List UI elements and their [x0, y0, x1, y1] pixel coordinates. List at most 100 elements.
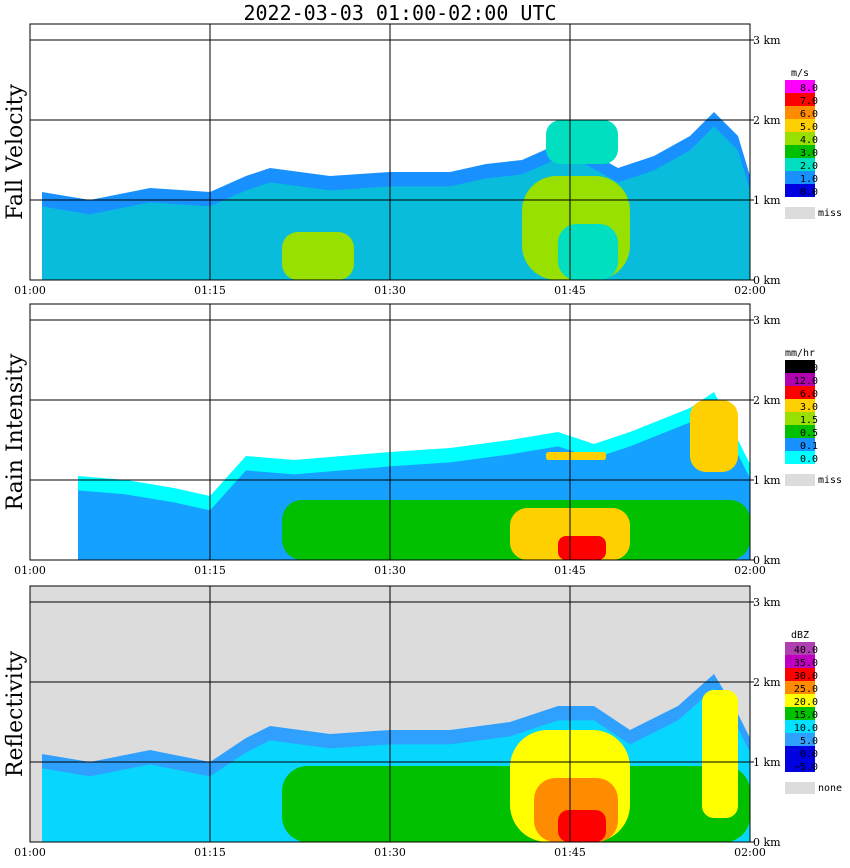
- panel2-time-tick-3: 01:45: [554, 564, 586, 577]
- panel1-axis-label: Fall Velocity: [3, 84, 28, 220]
- panel3-colorbar-label-5: 20.0: [794, 697, 818, 708]
- panel2-colorbar-label-1: 48.0: [794, 363, 818, 374]
- panel1-km-tick-2: 2 km: [753, 114, 781, 127]
- panel1-feature-3: [558, 224, 618, 280]
- panel1-colorbar-swatch-1: [785, 80, 815, 93]
- panel1-time-tick-3: 01:45: [554, 284, 586, 297]
- panel1-colorbar-label-1: 8.0: [800, 83, 818, 94]
- panel2-time-tick-2: 01:30: [374, 564, 406, 577]
- panel3-colorbar-label-4: 25.0: [794, 684, 818, 695]
- panel1-colorbar-label-7: 2.0: [800, 161, 818, 172]
- panel2-colorbar-label-6: 0.5: [800, 428, 818, 439]
- panel2-km-tick-2: 2 km: [753, 394, 781, 407]
- panel2-time-tick-1: 01:15: [194, 564, 226, 577]
- panel3-km-tick-0: 0 km: [753, 836, 781, 849]
- panel3-colorbar-missing-label: none: [818, 783, 842, 794]
- panel2-feature-5: [546, 452, 606, 460]
- panel2-feature-3: [558, 536, 606, 560]
- panel1-time-tick-0: 01:00: [14, 284, 46, 297]
- panel1-km-tick-3: 3 km: [753, 34, 781, 47]
- panel2-colorbar-label-7: 0.1: [800, 441, 818, 452]
- panel1-colorbar-missing-swatch: [785, 207, 815, 219]
- panel3-axis-label: Reflectivity: [3, 650, 28, 777]
- panel2-frame: [29, 303, 751, 561]
- panel2-colorbar-swatch-8: [785, 451, 815, 464]
- panel3-colorbar-swatch-10: [785, 759, 815, 772]
- panel3-colorbar-swatch-1: [785, 642, 815, 655]
- panel1-time-tick-4: 02:00: [734, 284, 766, 297]
- panel2-colorbar-swatch-6: [785, 425, 815, 438]
- panel1-colorbar-label-4: 5.0: [800, 122, 818, 133]
- panel3-colorbar-label-9: 0.0: [800, 749, 818, 760]
- panel3-colorbar-swatch-5: [785, 694, 815, 707]
- panel2-colorbar-missing-swatch: [785, 474, 815, 486]
- panel1-colorbar-swatch-8: [785, 171, 815, 184]
- panel2-colorbar-swatch-1: [785, 360, 815, 373]
- panel1-feature-1: [282, 232, 354, 280]
- panel2-km-tick-0: 0 km: [753, 554, 781, 567]
- panel1-colorbar-swatch-9: [785, 184, 815, 197]
- panel3-time-tick-3: 01:45: [554, 846, 586, 859]
- panel2-axis-label: Rain Intensity: [3, 353, 28, 510]
- panel3-colorbar-unit: dBZ: [791, 630, 809, 641]
- panel1-colorbar-swatch-2: [785, 93, 815, 106]
- panel2-colorbar-label-3: 6.0: [800, 389, 818, 400]
- panel2-km-tick-1: 1 km: [753, 474, 781, 487]
- panel3-colorbar-label-3: 30.0: [794, 671, 818, 682]
- panel1-time-tick-1: 01:15: [194, 284, 226, 297]
- panel1-colorbar-label-6: 3.0: [800, 148, 818, 159]
- panel1-colorbar-label-5: 4.0: [800, 135, 818, 146]
- panel2-time-tick-0: 01:00: [14, 564, 46, 577]
- panel3-colorbar-label-7: 10.0: [794, 723, 818, 734]
- panel3-colorbar-missing-swatch: [785, 782, 815, 794]
- panel3-feature-4: [558, 810, 606, 842]
- panel1-km-tick-1: 1 km: [753, 194, 781, 207]
- panel3-colorbar-swatch-8: [785, 733, 815, 746]
- panel1-colorbar-swatch-5: [785, 132, 815, 145]
- panel3-colorbar-swatch-9: [785, 746, 815, 759]
- panel1-colorbar-label-8: 1.0: [800, 174, 818, 185]
- panel3-colorbar-swatch-3: [785, 668, 815, 681]
- panel2-colorbar-swatch-5: [785, 412, 815, 425]
- panel1-km-tick-0: 0 km: [753, 274, 781, 287]
- panel2-colorbar-label-4: 3.0: [800, 402, 818, 413]
- panel3-time-tick-0: 01:00: [14, 846, 46, 859]
- panel3-colorbar-label-6: 15.0: [794, 710, 818, 721]
- panel3-km-tick-1: 1 km: [753, 756, 781, 769]
- panel2-feature-4: [690, 400, 738, 472]
- panel1-feature-4: [546, 120, 618, 164]
- panel3-colorbar-swatch-2: [785, 655, 815, 668]
- panel3-colorbar-label-10: −5.0: [794, 762, 818, 773]
- panel1-colorbar-label-2: 7.0: [800, 96, 818, 107]
- panel2-time-tick-4: 02:00: [734, 564, 766, 577]
- panel3-colorbar-swatch-7: [785, 720, 815, 733]
- panel3-time-tick-2: 01:30: [374, 846, 406, 859]
- panel2-colorbar-missing-label: miss: [818, 475, 842, 486]
- panel1-colorbar-label-9: 0.0: [800, 187, 818, 198]
- chart-title: 2022-03-03 01:00-02:00 UTC: [243, 1, 557, 25]
- panel1-colorbar-missing-label: miss: [818, 208, 842, 219]
- panel3-colorbar-swatch-4: [785, 681, 815, 694]
- panel1-colorbar-swatch-4: [785, 119, 815, 132]
- panel2-colorbar-swatch-7: [785, 438, 815, 451]
- panel3-km-tick-3: 3 km: [753, 596, 781, 609]
- panel3-time-tick-1: 01:15: [194, 846, 226, 859]
- panel3-feature-5: [702, 690, 738, 818]
- panel3-colorbar-label-1: 40.0: [794, 645, 818, 656]
- panel2-colorbar-swatch-4: [785, 399, 815, 412]
- panel1-colorbar-swatch-3: [785, 106, 815, 119]
- panel1-colorbar-swatch-6: [785, 145, 815, 158]
- panel1-colorbar-label-3: 6.0: [800, 109, 818, 120]
- panel2-colorbar-unit: mm/hr: [785, 348, 815, 359]
- panel3-km-tick-2: 2 km: [753, 676, 781, 689]
- panel2-colorbar-label-5: 1.5: [800, 415, 818, 426]
- panel3-colorbar-swatch-6: [785, 707, 815, 720]
- panel3-time-tick-4: 02:00: [734, 846, 766, 859]
- panel3-colorbar-label-8: 5.0: [800, 736, 818, 747]
- panel2-colorbar-swatch-2: [785, 373, 815, 386]
- panel2-colorbar-swatch-3: [785, 386, 815, 399]
- panel2-colorbar-label-8: 0.0: [800, 454, 818, 465]
- panel2-km-tick-3: 3 km: [753, 314, 781, 327]
- panel1-frame: [29, 23, 751, 281]
